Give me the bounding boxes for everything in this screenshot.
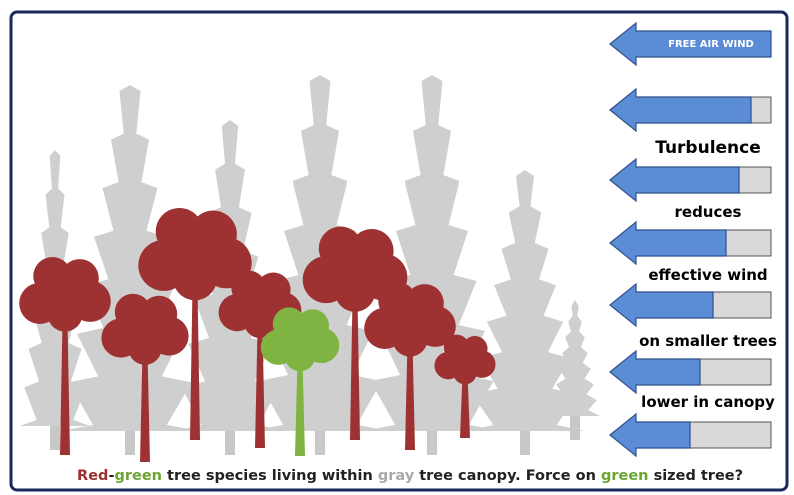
caption-part: gray — [378, 468, 415, 484]
crown — [256, 273, 291, 308]
caption-part: Red — [77, 468, 108, 484]
caption-part: green — [114, 468, 162, 484]
caption-part: sized tree? — [649, 468, 744, 484]
crown — [285, 341, 315, 371]
crown — [296, 309, 329, 342]
label: lower in canopy — [641, 393, 775, 411]
crown — [190, 211, 237, 258]
crown — [173, 257, 217, 301]
caption-part: green — [601, 468, 649, 484]
wind-label: FREE AIR WIND — [668, 39, 754, 50]
diagram: FREE AIR WIND Turbulence reduces effecti… — [0, 0, 794, 495]
crown — [453, 361, 477, 385]
crown — [462, 336, 487, 361]
page: {"wind_arrow": {"label": "FREE AIR WIND"… — [0, 0, 794, 495]
crown — [335, 271, 375, 311]
crown — [47, 296, 82, 331]
crown — [392, 321, 427, 356]
caption-part: tree species living within — [162, 468, 378, 484]
crown — [128, 331, 162, 365]
label: Turbulence — [655, 138, 761, 158]
crown — [141, 296, 177, 332]
label: effective wind — [648, 266, 767, 284]
crown — [350, 229, 394, 273]
label: reduces — [675, 203, 742, 221]
caption: Red-green tree species living within gra… — [52, 468, 758, 484]
label: on smaller trees — [639, 332, 777, 350]
crown — [406, 284, 444, 322]
caption-part: tree canopy. Force on — [414, 468, 601, 484]
crown — [61, 259, 99, 297]
